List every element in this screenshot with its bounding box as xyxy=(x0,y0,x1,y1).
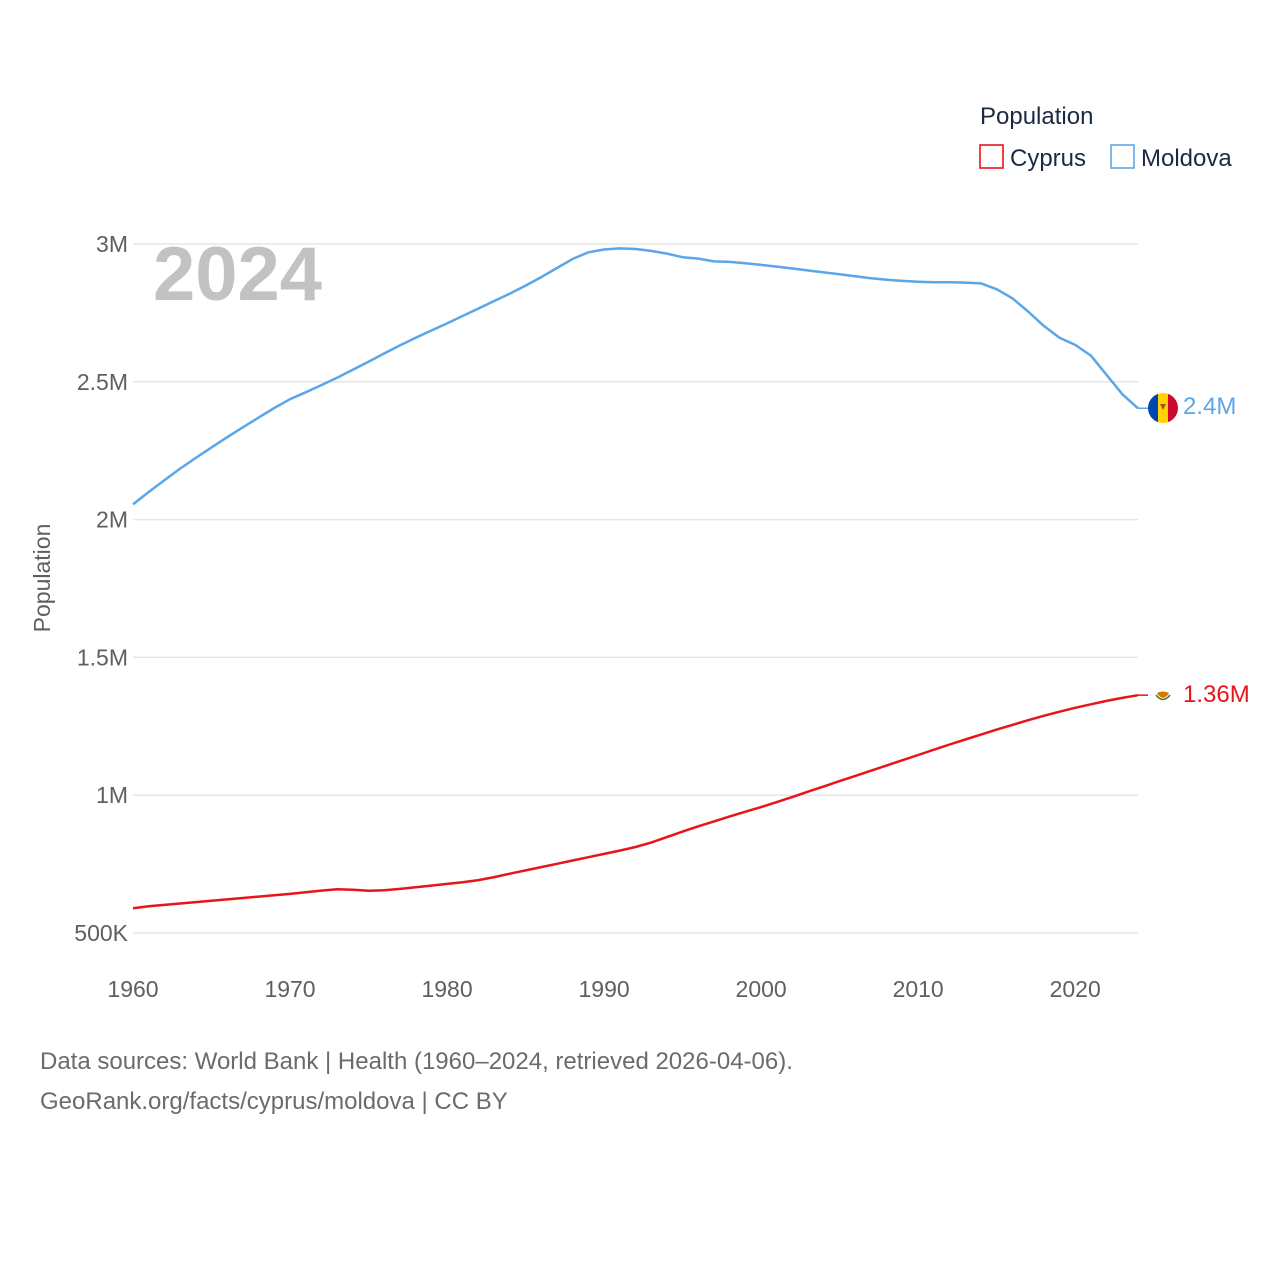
population-line-chart: 500K 1M 1.5M 2M 2.5M 3M 1960 1970 1980 1990 2000 2… xyxy=(29,103,1250,1002)
data-source-note: Data sources: World Bank | Health (1960–… xyxy=(40,1042,793,1122)
y-tick-labels: 500K 1M 1.5M 2M 2.5M 3M xyxy=(74,231,128,946)
moldova-swatch xyxy=(1110,144,1135,169)
x-tick-label: 1960 xyxy=(107,976,158,1002)
y-tick-label: 1.5M xyxy=(77,644,128,670)
x-tick-label: 1970 xyxy=(264,976,315,1002)
series-lines xyxy=(132,247,1148,910)
legend-item-cyprus[interactable]: Cyprus xyxy=(979,144,1086,172)
cyprus-flag-icon xyxy=(1151,683,1175,707)
cyprus-end-value: 1.36M xyxy=(1183,681,1250,708)
x-tick-labels: 1960 1970 1980 1990 2000 2010 2020 xyxy=(107,976,1100,1002)
attribution-line: GeoRank.org/facts/cyprus/moldova | CC BY xyxy=(40,1088,508,1115)
y-tick-label: 500K xyxy=(74,920,128,946)
x-tick-label: 2010 xyxy=(893,976,944,1002)
x-tick-label: 1980 xyxy=(421,976,472,1002)
x-tick-label: 2020 xyxy=(1050,976,1101,1002)
y-gridlines xyxy=(133,243,1138,934)
legend-label-moldova: Moldova xyxy=(1141,145,1232,172)
moldova-line xyxy=(132,247,1139,506)
x-tick-label: 1990 xyxy=(579,976,630,1002)
moldova-flag-icon xyxy=(1148,393,1178,423)
legend[interactable]: Population Cyprus Moldova xyxy=(979,103,1232,172)
y-tick-label: 3M xyxy=(96,231,128,257)
x-tick-label: 2000 xyxy=(736,976,787,1002)
moldova-end-value: 2.4M xyxy=(1183,393,1236,420)
y-axis-label: Population xyxy=(29,524,55,633)
y-tick-label: 1M xyxy=(96,782,128,808)
legend-item-moldova[interactable]: Moldova xyxy=(1110,144,1232,172)
source-line: Data sources: World Bank | Health (1960–… xyxy=(40,1048,793,1075)
year-badge: 2024 xyxy=(153,232,322,317)
y-tick-label: 2.5M xyxy=(77,369,128,395)
legend-label-cyprus: Cyprus xyxy=(1010,145,1086,172)
legend-title: Population xyxy=(980,103,1093,130)
cyprus-swatch xyxy=(979,144,1004,169)
cyprus-line xyxy=(132,693,1139,910)
y-tick-label: 2M xyxy=(96,507,128,533)
